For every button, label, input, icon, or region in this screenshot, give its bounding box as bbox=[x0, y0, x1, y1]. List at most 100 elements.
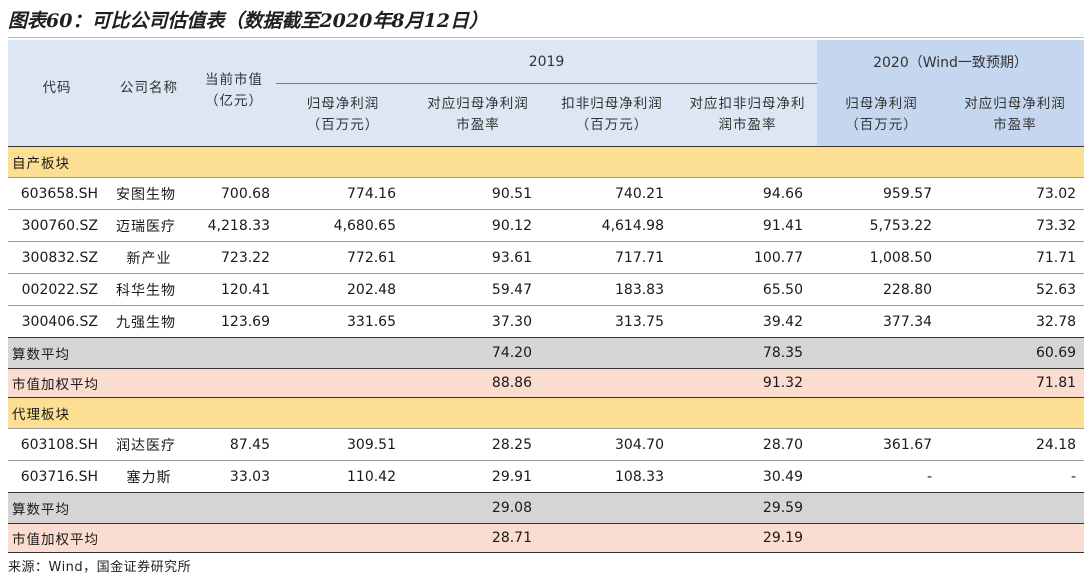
table-row: 603108.SH 润达医疗 87.45 309.51 28.25 304.70… bbox=[8, 428, 1085, 461]
cell-market-cap: 120.41 bbox=[192, 273, 276, 306]
cell-pe-2020: 52.63 bbox=[946, 273, 1085, 306]
cell-np-2019: 309.51 bbox=[276, 428, 410, 461]
cell-pex-2019: 65.50 bbox=[678, 273, 818, 306]
cell-pex-2019: 94.66 bbox=[678, 177, 818, 210]
section-row: 代理板块 bbox=[8, 397, 1085, 429]
cell-pex-2019: 100.77 bbox=[678, 241, 818, 274]
average-label: 算数平均 bbox=[8, 337, 276, 369]
empty-cell bbox=[276, 523, 410, 553]
table-row: 300832.SZ 新产业 723.22 772.61 93.61 717.71… bbox=[8, 241, 1085, 274]
empty-cell bbox=[817, 368, 947, 398]
header-code: 代码 bbox=[8, 40, 106, 147]
header-np-2020: 归母净利润 （百万元） bbox=[817, 83, 947, 147]
header-year-2020: 2020（Wind一致预期） bbox=[817, 40, 1085, 84]
source-note: 来源：Wind，国金证券研究所 bbox=[8, 560, 192, 575]
header-pe-2020-line2: 市盈率 bbox=[993, 117, 1037, 133]
empty-cell bbox=[817, 523, 947, 553]
cell-code: 603716.SH bbox=[8, 460, 106, 493]
average-row: 算数平均 74.20 78.35 60.69 bbox=[8, 337, 1085, 369]
cell-pex-2019: 30.49 bbox=[678, 460, 818, 493]
cell-np-2020: 959.57 bbox=[817, 177, 947, 210]
cell-np-2019: 772.61 bbox=[276, 241, 410, 274]
cell-pex-2019: 91.41 bbox=[678, 209, 818, 242]
cell-code: 300406.SZ bbox=[8, 305, 106, 338]
header-pe-2019: 对应归母净利润 市盈率 bbox=[410, 83, 546, 147]
cell-market-cap: 123.69 bbox=[192, 305, 276, 338]
empty-cell bbox=[546, 337, 678, 369]
cell-np-2020: 228.80 bbox=[817, 273, 947, 306]
cell-pe-2019: 59.47 bbox=[410, 273, 546, 306]
cell-pex-2019: 28.70 bbox=[678, 428, 818, 461]
empty-cell bbox=[817, 492, 947, 524]
cell-company: 迈瑞医疗 bbox=[106, 209, 192, 242]
cell-code: 300760.SZ bbox=[8, 209, 106, 242]
weighted-average-label: 市值加权平均 bbox=[8, 368, 276, 398]
avg-pex-2019: 29.59 bbox=[678, 492, 818, 524]
header-pex-2019-line2: 润市盈率 bbox=[718, 117, 777, 133]
cell-npx-2019: 313.75 bbox=[546, 305, 678, 338]
avg-pex-2019: 78.35 bbox=[678, 337, 818, 369]
average-row: 算数平均 29.08 29.59 bbox=[8, 492, 1085, 524]
header-np-2019-line2: （百万元） bbox=[306, 117, 380, 133]
table-row: 300406.SZ 九强生物 123.69 331.65 37.30 313.7… bbox=[8, 305, 1085, 338]
cell-code: 002022.SZ bbox=[8, 273, 106, 306]
table-row: 300760.SZ 迈瑞医疗 4,218.33 4,680.65 90.12 4… bbox=[8, 209, 1085, 242]
header-pe-2020: 对应归母净利润 市盈率 bbox=[946, 83, 1085, 147]
empty-cell bbox=[546, 368, 678, 398]
weighted-average-label: 市值加权平均 bbox=[8, 523, 276, 553]
section-label: 自产板块 bbox=[8, 146, 1085, 178]
cell-pe-2020: 32.78 bbox=[946, 305, 1085, 338]
average-label: 算数平均 bbox=[8, 492, 276, 524]
cell-pe-2020: - bbox=[946, 460, 1085, 493]
cell-np-2020: 361.67 bbox=[817, 428, 947, 461]
table-row: 002022.SZ 科华生物 120.41 202.48 59.47 183.8… bbox=[8, 273, 1085, 306]
section-row: 自产板块 bbox=[8, 146, 1085, 178]
avg-pe-2020 bbox=[946, 492, 1085, 524]
cell-pe-2019: 90.12 bbox=[410, 209, 546, 242]
header-pex-2019: 对应扣非归母净利 润市盈率 bbox=[678, 83, 818, 147]
header-pe-2020-line1: 对应归母净利润 bbox=[964, 96, 1066, 112]
header-pex-2019-line1: 对应扣非归母净利 bbox=[689, 96, 806, 112]
cell-market-cap: 4,218.33 bbox=[192, 209, 276, 242]
cell-np-2020: 1,008.50 bbox=[817, 241, 947, 274]
weighted-average-row: 市值加权平均 28.71 29.19 bbox=[8, 523, 1085, 553]
header-year-2019: 2019 bbox=[276, 40, 818, 84]
header-market-cap-line2: （亿元） bbox=[205, 93, 263, 109]
wavg-pe-2020: 71.81 bbox=[946, 368, 1085, 398]
cell-code: 603108.SH bbox=[8, 428, 106, 461]
cell-npx-2019: 108.33 bbox=[546, 460, 678, 493]
cell-pe-2020: 73.02 bbox=[946, 177, 1085, 210]
empty-cell bbox=[546, 492, 678, 524]
title-divider bbox=[8, 37, 1084, 38]
cell-market-cap: 700.68 bbox=[192, 177, 276, 210]
cell-npx-2019: 717.71 bbox=[546, 241, 678, 274]
cell-np-2019: 110.42 bbox=[276, 460, 410, 493]
cell-market-cap: 87.45 bbox=[192, 428, 276, 461]
empty-cell bbox=[276, 492, 410, 524]
header-np-2020-line2: （百万元） bbox=[845, 117, 918, 133]
header-npx-2019-line1: 扣非归母净利润 bbox=[561, 96, 663, 112]
cell-market-cap: 33.03 bbox=[192, 460, 276, 493]
cell-pe-2020: 71.71 bbox=[946, 241, 1085, 274]
cell-npx-2019: 183.83 bbox=[546, 273, 678, 306]
wavg-pe-2019: 28.71 bbox=[410, 523, 546, 553]
section-label: 代理板块 bbox=[8, 397, 1085, 429]
wavg-pe-2019: 88.86 bbox=[410, 368, 546, 398]
header-np-2019-line1: 归母净利润 bbox=[306, 96, 380, 112]
cell-np-2020: 5,753.22 bbox=[817, 209, 947, 242]
cell-company: 安图生物 bbox=[106, 177, 192, 210]
empty-cell bbox=[276, 337, 410, 369]
cell-npx-2019: 740.21 bbox=[546, 177, 678, 210]
header-pe-2019-line2: 市盈率 bbox=[456, 117, 500, 133]
cell-pe-2019: 29.91 bbox=[410, 460, 546, 493]
valuation-table: 代码 公司名称 当前市值 （亿元） 2019 2020（Wind一致预期） 归母… bbox=[8, 40, 1085, 553]
cell-company: 科华生物 bbox=[106, 273, 192, 306]
header-market-cap: 当前市值 （亿元） bbox=[192, 40, 276, 147]
cell-np-2019: 774.16 bbox=[276, 177, 410, 210]
cell-pe-2019: 28.25 bbox=[410, 428, 546, 461]
cell-np-2019: 331.65 bbox=[276, 305, 410, 338]
avg-pe-2019: 29.08 bbox=[410, 492, 546, 524]
cell-pe-2020: 24.18 bbox=[946, 428, 1085, 461]
cell-code: 603658.SH bbox=[8, 177, 106, 210]
table-title: 图表60：可比公司估值表（数据截至2020年8月12日） bbox=[8, 10, 488, 32]
